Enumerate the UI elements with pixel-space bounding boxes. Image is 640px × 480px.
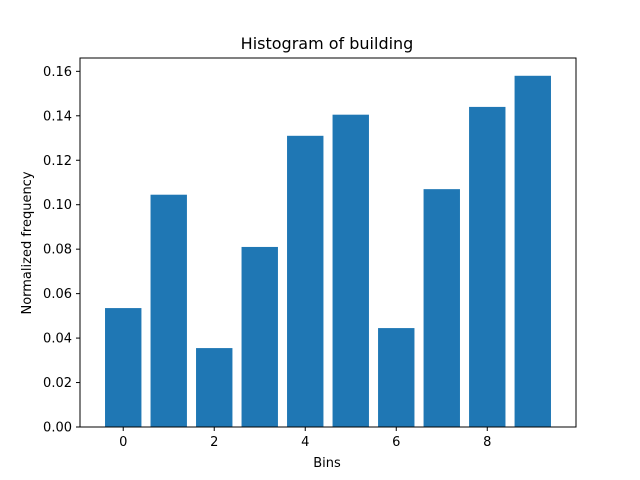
y-tick-label-3: 0.06 xyxy=(43,287,72,302)
plot-frame xyxy=(79,57,577,428)
x-tick-label-4: 4 xyxy=(301,435,309,450)
y-tick-label-1: 0.02 xyxy=(43,376,72,391)
bar-4 xyxy=(287,135,324,427)
y-tick-label-6: 0.12 xyxy=(43,154,72,169)
y-axis-label: Normalized frequency xyxy=(20,171,35,314)
y-tick-label-0: 0.00 xyxy=(43,421,72,436)
x-tick-label-2: 2 xyxy=(210,435,218,450)
chart-title: Histogram of building xyxy=(241,34,414,53)
bar-6 xyxy=(378,328,415,427)
bar-8 xyxy=(469,106,506,427)
x-tick-label-6: 6 xyxy=(392,435,400,450)
y-tick-label-5: 0.10 xyxy=(43,198,72,213)
x-tick-label-8: 8 xyxy=(483,435,491,450)
y-tick-label-4: 0.08 xyxy=(43,243,72,258)
bar-7 xyxy=(423,189,460,427)
x-axis: 0 2 4 6 8 xyxy=(119,427,491,450)
bar-9 xyxy=(514,75,551,427)
bar-1 xyxy=(150,194,187,427)
y-tick-label-2: 0.04 xyxy=(43,332,72,347)
y-tick-label-7: 0.14 xyxy=(43,109,72,124)
plot-area xyxy=(79,57,577,428)
bar-3 xyxy=(241,246,278,427)
y-tick-label-8: 0.16 xyxy=(43,65,72,80)
x-tick-label-0: 0 xyxy=(119,435,127,450)
bar-0 xyxy=(105,308,142,427)
y-axis: 0.00 0.02 0.04 0.06 0.08 0.10 0.12 0.14 0.16 xyxy=(43,65,80,436)
x-axis-label: Bins xyxy=(313,456,341,471)
bar-2 xyxy=(196,348,233,427)
bar-5 xyxy=(332,114,369,427)
